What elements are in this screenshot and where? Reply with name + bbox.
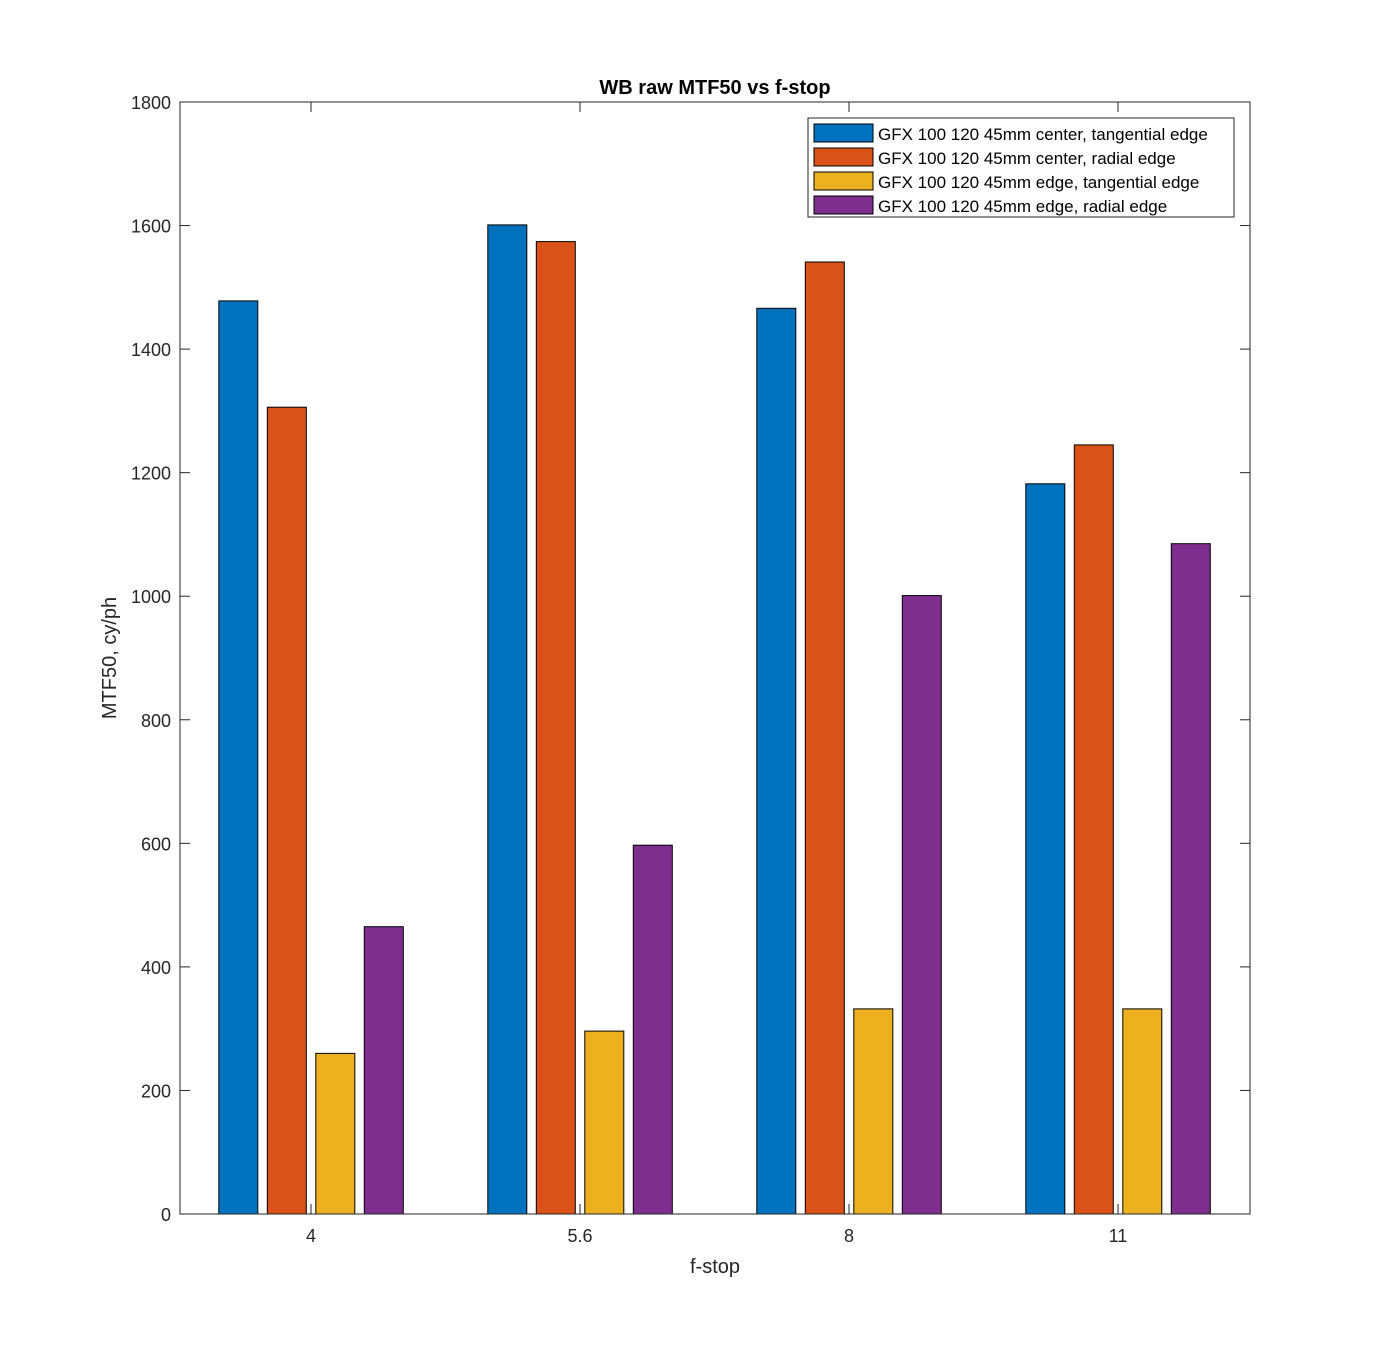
legend-box bbox=[807, 117, 1235, 218]
chart-title: WB raw MTF50 vs f-stop bbox=[599, 77, 830, 99]
bar-series-3-5.6 bbox=[584, 1030, 625, 1215]
y-tick-label: 1600 bbox=[131, 217, 171, 237]
x-axis-ticks: 4 5.6 8 11 bbox=[306, 102, 1127, 1246]
bar-series-2-8 bbox=[804, 261, 845, 1215]
bar-series-1-11 bbox=[1025, 483, 1066, 1215]
x-tick-label: 11 bbox=[1109, 1226, 1128, 1246]
legend-label-4: GFX 100 120 45mm edge, radial edge bbox=[878, 197, 1167, 216]
y-tick-label: 1400 bbox=[131, 340, 171, 360]
legend-label-1: GFX 100 120 45mm center, tangential edge bbox=[878, 125, 1208, 144]
axes-layer bbox=[179, 101, 1251, 1215]
x-tick-label: 4 bbox=[306, 1226, 316, 1246]
bar-series-3-11 bbox=[1122, 1008, 1163, 1215]
y-tick-label: 600 bbox=[141, 834, 171, 854]
axes-box bbox=[179, 101, 1251, 1215]
y-tick-label: 800 bbox=[141, 711, 171, 731]
axes-background bbox=[180, 102, 1250, 1214]
bar-series-1-8 bbox=[756, 307, 797, 1215]
legend-label-2: GFX 100 120 45mm center, radial edge bbox=[878, 149, 1176, 168]
x-axis-title: f-stop bbox=[690, 1256, 740, 1278]
y-tick-label: 200 bbox=[141, 1081, 171, 1101]
legend-swatch-2 bbox=[813, 147, 874, 167]
bar-series-4-11 bbox=[1170, 543, 1211, 1215]
bar-series-4-4 bbox=[363, 926, 404, 1215]
legend-label-3: GFX 100 120 45mm edge, tangential edge bbox=[878, 173, 1199, 192]
y-axis-ticks: 0 200 400 600 800 1000 1200 1400 1600 1800 bbox=[131, 93, 1250, 1225]
y-tick-label: 1000 bbox=[131, 587, 171, 607]
bar-series-3-8 bbox=[853, 1008, 894, 1215]
bar-series-2-4 bbox=[266, 406, 307, 1215]
legend-swatch-4 bbox=[813, 195, 874, 215]
bar-series-2-5.6 bbox=[535, 241, 576, 1215]
bar-series-4-5.6 bbox=[632, 844, 673, 1215]
legend: GFX 100 120 45mm center, tangential edge… bbox=[807, 117, 1235, 218]
bar-series-1-4 bbox=[218, 300, 259, 1215]
legend-swatch-1 bbox=[813, 123, 874, 143]
bar-series-3-4 bbox=[315, 1052, 356, 1215]
y-tick-label: 1800 bbox=[131, 93, 171, 113]
bars-layer bbox=[218, 224, 1211, 1215]
legend-swatch-3 bbox=[813, 171, 874, 191]
x-tick-label: 8 bbox=[844, 1226, 854, 1246]
x-tick-label: 5.6 bbox=[567, 1226, 592, 1246]
y-tick-label: 1200 bbox=[131, 464, 171, 484]
y-axis-title: MTF50, cy/ph bbox=[99, 597, 121, 719]
bar-series-4-8 bbox=[901, 595, 942, 1215]
y-tick-label: 0 bbox=[161, 1205, 171, 1225]
y-tick-label: 400 bbox=[141, 958, 171, 978]
plot-area bbox=[180, 102, 1250, 1214]
bar-series-1-5.6 bbox=[487, 224, 528, 1215]
bar-series-2-11 bbox=[1073, 444, 1114, 1215]
